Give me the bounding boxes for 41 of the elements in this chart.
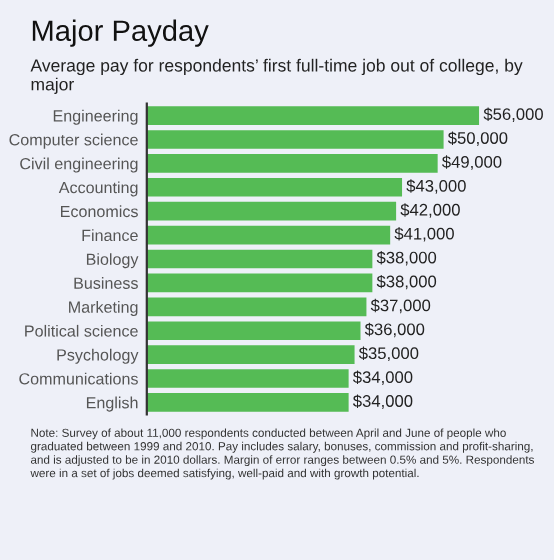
- bar: [146, 369, 349, 388]
- y-tick-label: Political science: [25, 324, 138, 337]
- data-label: $41,000: [394, 227, 454, 242]
- data-label: $34,000: [352, 370, 413, 385]
- y-tick-label: Economics: [61, 205, 138, 218]
- bar: [146, 225, 391, 245]
- data-label: $36,000: [364, 322, 425, 338]
- y-tick-label: Engineering: [53, 109, 138, 125]
- chart-subtitle: Average pay for respondents’ first full-time job out of college, by major: [30, 58, 523, 94]
- data-label: $56,000: [483, 107, 543, 122]
- y-tick-label: Business: [74, 277, 138, 289]
- data-label: $42,000: [400, 203, 460, 218]
- bar: [146, 345, 355, 364]
- bar: [146, 297, 367, 317]
- y-tick-label: Civil engineering: [20, 157, 138, 173]
- bar: [146, 393, 349, 412]
- data-label: $35,000: [358, 346, 419, 362]
- data-label: $49,000: [442, 155, 502, 170]
- y-tick-label: Communications: [19, 372, 138, 385]
- bar: [146, 273, 373, 293]
- bar: [146, 177, 403, 197]
- bar: [146, 201, 397, 221]
- bar: [146, 321, 361, 341]
- data-label: $37,000: [370, 298, 431, 314]
- y-tick-label: Computer science: [9, 133, 138, 149]
- data-label: $38,000: [376, 250, 437, 266]
- y-tick-label: English: [86, 396, 138, 412]
- data-label: $50,000: [447, 131, 508, 146]
- bar: [146, 249, 373, 269]
- data-label: $38,000: [376, 274, 437, 290]
- y-tick-label: Accounting: [58, 181, 138, 197]
- bar: [146, 130, 444, 149]
- bar: [146, 106, 480, 125]
- y-tick-label: Marketing: [69, 300, 138, 316]
- y-tick-label: Finance: [82, 229, 138, 242]
- bar: [146, 154, 438, 173]
- y-tick-label: Psychology: [57, 348, 139, 364]
- y-tick-label: Biology: [86, 253, 139, 269]
- data-label: $43,000: [406, 179, 466, 194]
- data-label: $34,000: [352, 394, 413, 409]
- chart-title: Major Payday: [32, 19, 209, 47]
